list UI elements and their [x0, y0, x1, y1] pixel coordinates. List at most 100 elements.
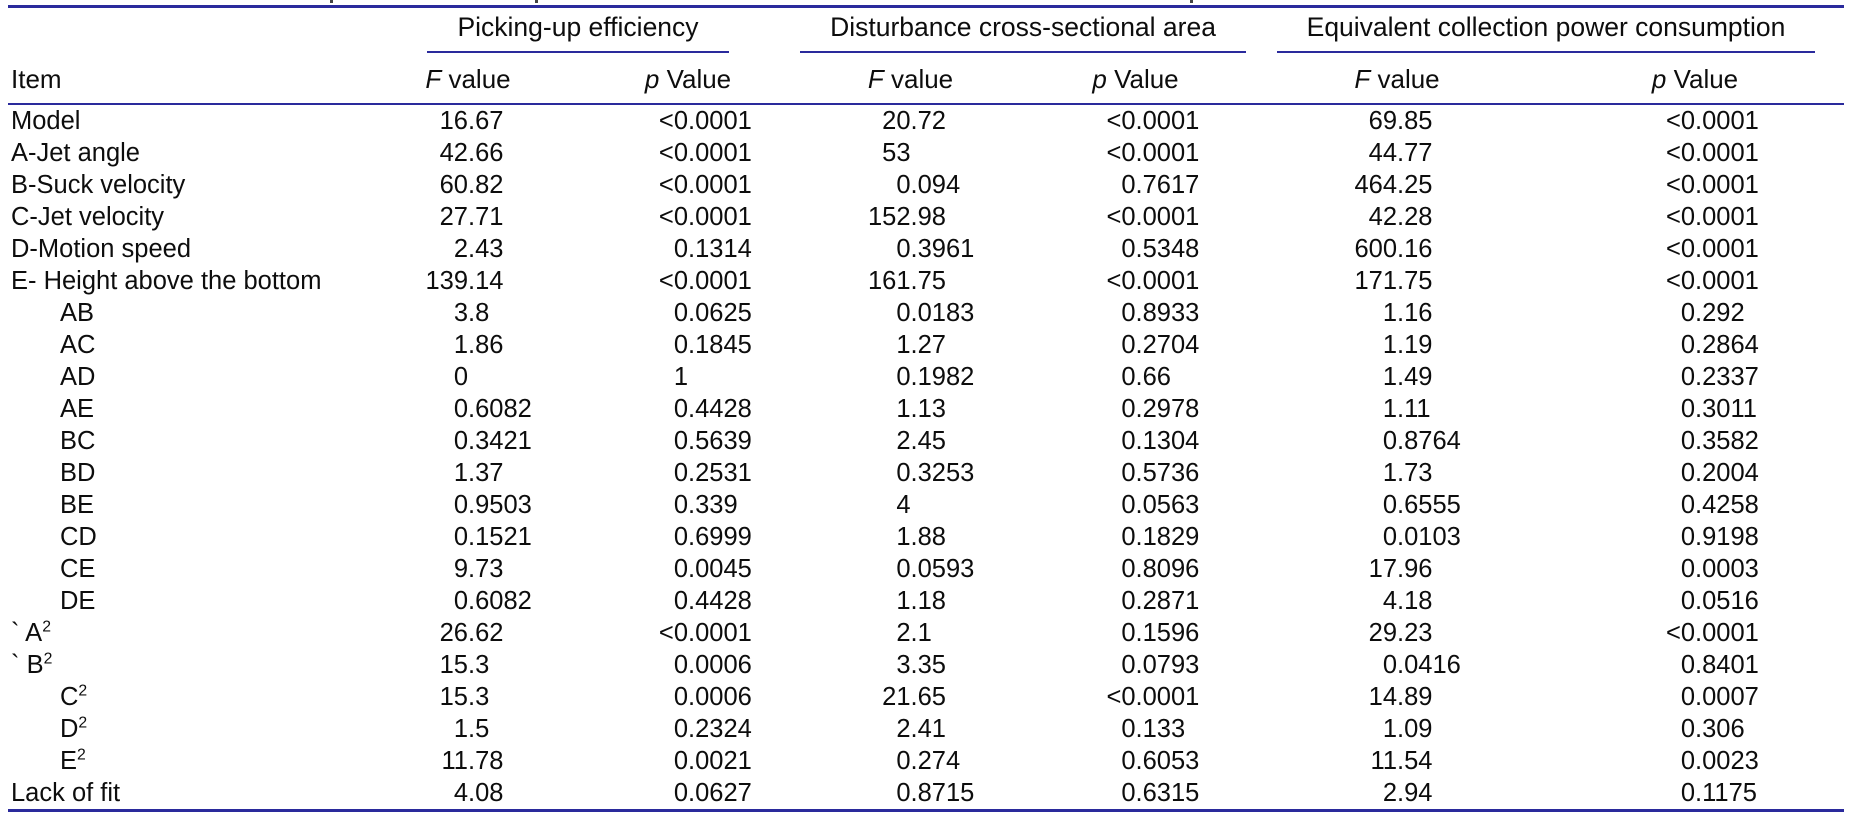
decimal-aligned-value: 1.11 [1248, 395, 1546, 423]
integer-part: <0 [658, 266, 688, 295]
decimal-aligned-value: 0.274 [798, 747, 1023, 775]
integer-part: 2 [896, 426, 911, 455]
item-cell: AB [8, 297, 358, 329]
p-value-cell: 0.3582 [1546, 425, 1844, 457]
item-label: BD [60, 458, 96, 487]
decimal-aligned-value: 464.25 [1248, 171, 1546, 199]
stat-word: Value [1106, 63, 1179, 94]
decimal-aligned-value: 0.2531 [578, 458, 798, 487]
item-label: AC [60, 330, 96, 359]
decimal-aligned-value: 2.94 [1248, 779, 1546, 807]
fraction-part: .4258 [1695, 490, 1759, 519]
p-value-cell: 0.2978 [1023, 393, 1248, 425]
fraction-part: .0103 [1397, 522, 1461, 551]
f-value-cell: 60.82 [358, 169, 578, 201]
decimal-aligned-value: 1.18 [798, 587, 1023, 615]
column-header-row: Item F value p Value F value p Value F value p… [8, 55, 1845, 105]
fraction-part: .0006 [688, 650, 752, 679]
f-value-cell: 1.09 [1248, 713, 1546, 745]
fraction-part: .28 [1397, 202, 1433, 231]
f-value-cell: 42.66 [358, 137, 578, 169]
p-value-cell: 0.1304 [1023, 425, 1248, 457]
integer-part: 42 [1368, 202, 1398, 231]
f-value-cell: 139.14 [358, 265, 578, 297]
decimal-aligned-value: 44.77 [1248, 138, 1546, 167]
integer-part: 0 [1121, 522, 1136, 551]
integer-part: 1 [1382, 362, 1398, 391]
p-value-cell: 0.4258 [1546, 489, 1844, 521]
f-value-cell: 600.16 [1248, 233, 1546, 265]
item-cell: C-Jet velocity [8, 201, 358, 233]
p-value-cell: 0.6053 [1023, 745, 1248, 777]
fraction-part: .9198 [1695, 522, 1759, 551]
item-cell: Model [8, 104, 358, 137]
f-value-cell: 0.3421 [358, 425, 578, 457]
integer-part: 0 [896, 554, 911, 583]
p-value-column-header: p Value [1023, 55, 1249, 105]
f-value-cell: 2.94 [1248, 777, 1546, 811]
fraction-part [468, 364, 578, 391]
integer-part: 0 [1382, 426, 1398, 455]
decimal-aligned-value: 60.82 [358, 170, 578, 199]
integer-part: 0 [1680, 298, 1696, 327]
integer-part: 1 [896, 330, 911, 359]
integer-part: 0 [1680, 362, 1696, 391]
decimal-aligned-value: 0.1521 [358, 523, 578, 551]
fraction-part: .339 [688, 490, 738, 519]
decimal-aligned-value: 0.0627 [578, 778, 798, 807]
integer-part: 3 [453, 298, 468, 327]
corner-blank-cell [8, 7, 358, 56]
integer-part: 0 [453, 362, 468, 391]
integer-part: 0 [1121, 458, 1136, 487]
stat-word: value [883, 63, 954, 94]
integer-part: 0 [1680, 682, 1696, 711]
fraction-part: .0627 [688, 778, 752, 807]
item-label: E- Height above the bottom [11, 266, 322, 295]
stat-letter: F [425, 63, 442, 94]
integer-part: <0 [1665, 266, 1696, 295]
integer-part: 9 [453, 554, 468, 583]
item-label: DE [60, 586, 96, 615]
p-value-cell: 0.5736 [1023, 457, 1248, 489]
item-label: E [60, 746, 78, 775]
p-value-cell: 0.306 [1546, 713, 1844, 745]
decimal-aligned-value: 14.89 [1248, 683, 1546, 711]
f-value-cell: 26.62 [358, 617, 578, 649]
fraction-part: .0001 [1695, 138, 1759, 167]
group-header-label: Picking-up efficiency [427, 10, 729, 53]
fraction-part: .13 [910, 394, 946, 423]
decimal-aligned-value: 21.65 [798, 683, 1023, 711]
fraction-part: .8 [468, 298, 490, 327]
decimal-aligned-value: 0.0007 [1546, 682, 1844, 711]
item-cell: DE [8, 585, 358, 617]
integer-part: 0 [673, 234, 688, 263]
decimal-aligned-value: 0.1982 [798, 363, 1023, 391]
f-value-cell: 0.0416 [1248, 649, 1546, 681]
fraction-part: .08 [468, 778, 504, 807]
item-cell: AE [8, 393, 358, 425]
table-row: BE 0.9503 0.339 4 0.0563 0.6555 0.4258 [8, 489, 1844, 521]
integer-part: 4 [896, 490, 911, 519]
item-label: BE [60, 490, 95, 519]
f-value-cell: 27.71 [358, 201, 578, 233]
integer-part: 44 [1368, 138, 1398, 167]
item-label: CE [60, 554, 96, 583]
p-value-cell: <0.0001 [578, 265, 798, 297]
integer-part: 0 [1680, 586, 1696, 615]
table-row: Model 16.67 <0.0001 20.72 <0.0001 69.85 <0.000… [8, 104, 1844, 137]
fraction-part: .8096 [1135, 554, 1200, 583]
fraction-part: .66 [1135, 362, 1171, 391]
integer-part: 0 [1382, 522, 1398, 551]
stat-word: Value [659, 63, 732, 94]
decimal-aligned-value: 1.27 [798, 330, 1023, 359]
item-cell: E2 [8, 745, 358, 777]
integer-part: 0 [1680, 522, 1696, 551]
integer-part: 0 [1680, 394, 1696, 423]
item-cell: BE [8, 489, 358, 521]
fraction-part: .0001 [1135, 266, 1200, 295]
fraction-part: .2531 [688, 458, 752, 487]
fraction-part: .82 [468, 170, 504, 199]
fraction-part: .23 [1397, 618, 1433, 647]
fraction-part: .16 [1397, 298, 1433, 327]
fraction-part: .77 [1397, 138, 1433, 167]
